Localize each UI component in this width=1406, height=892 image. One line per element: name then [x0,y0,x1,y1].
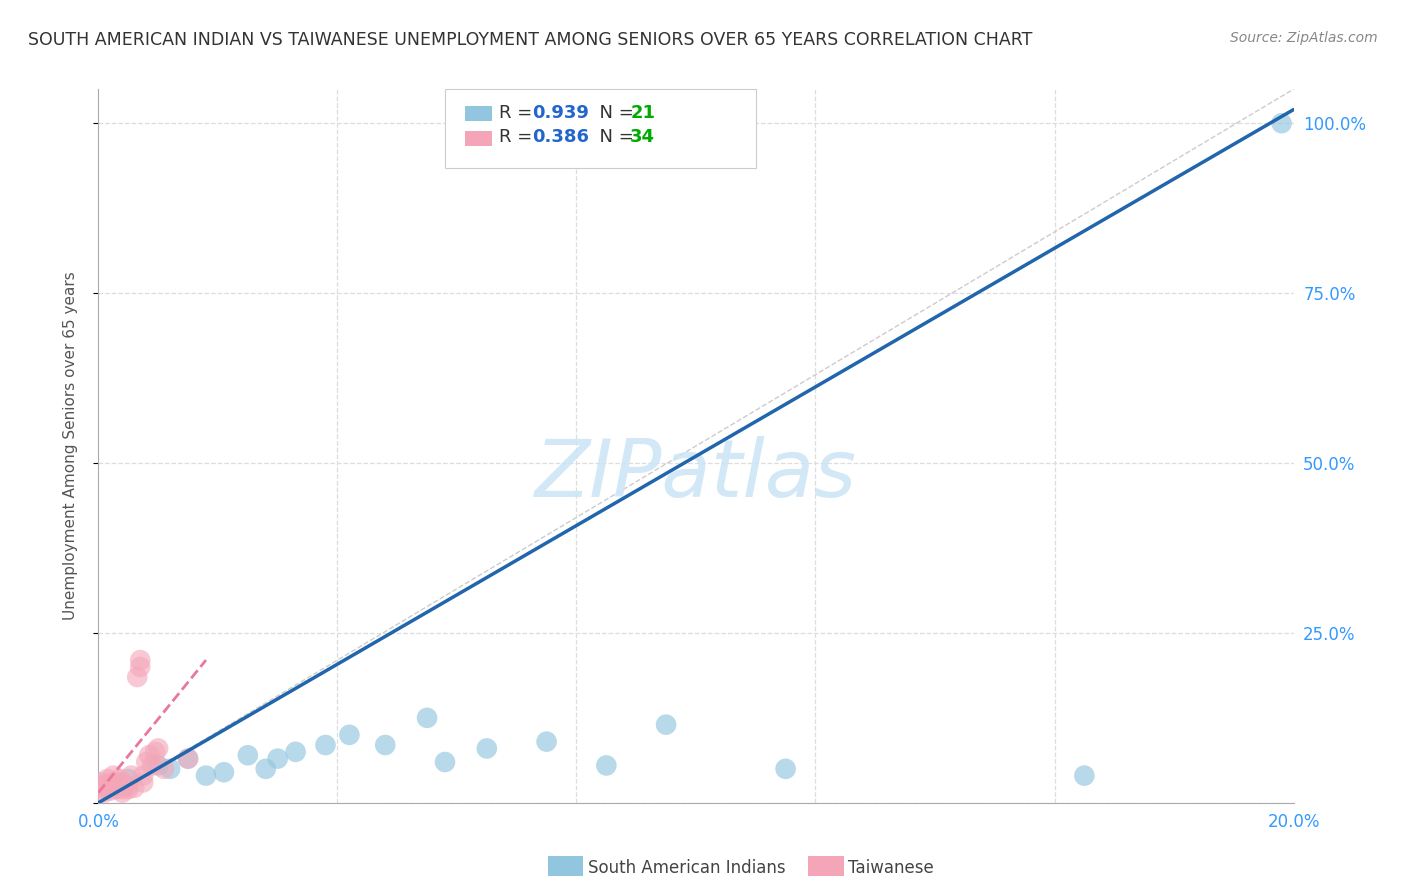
Point [1271,116,1294,130]
Point [132,769,155,783]
Point [132,775,155,789]
Point [284,745,307,759]
FancyBboxPatch shape [465,105,492,121]
Point [127,670,149,684]
Point [195,769,218,783]
Point [236,748,259,763]
Point [129,660,152,674]
Text: 34: 34 [630,128,655,146]
Point [374,738,396,752]
Point [117,772,139,786]
Point [339,728,360,742]
Point [105,779,128,793]
Point [114,779,136,793]
Point [148,758,170,772]
Point [100,783,122,797]
Point [93,780,115,795]
Point [148,741,170,756]
Point [475,741,498,756]
Point [177,751,200,765]
Point [111,786,134,800]
Point [124,780,146,795]
Point [655,717,678,731]
Point [117,779,139,793]
Point [117,782,139,797]
Point [159,762,181,776]
Text: 0.386: 0.386 [533,128,589,146]
Point [93,786,115,800]
Text: N =: N = [588,128,640,146]
Point [120,769,142,783]
Point [775,762,797,776]
Point [111,782,134,797]
Point [1073,769,1095,783]
Point [135,755,157,769]
Text: South American Indians: South American Indians [588,859,786,877]
Text: Source: ZipAtlas.com: Source: ZipAtlas.com [1230,31,1378,45]
Point [129,653,152,667]
Point [416,711,439,725]
Point [100,780,122,794]
Point [536,734,558,748]
Text: Taiwanese: Taiwanese [848,859,934,877]
Point [103,775,125,789]
Text: 0.939: 0.939 [533,103,589,121]
Point [153,762,176,776]
Point [141,758,163,772]
Point [90,779,112,793]
Point [254,762,277,776]
Point [138,748,160,763]
Point [108,775,131,789]
Point [314,738,337,752]
Point [212,765,235,780]
Point [90,782,112,797]
Point [90,775,112,789]
Point [96,772,118,786]
Point [143,745,166,759]
Point [433,755,456,769]
Text: SOUTH AMERICAN INDIAN VS TAIWANESE UNEMPLOYMENT AMONG SENIORS OVER 65 YEARS CORR: SOUTH AMERICAN INDIAN VS TAIWANESE UNEMP… [28,31,1032,49]
Point [595,758,617,772]
Point [103,769,125,783]
Point [108,772,131,786]
Y-axis label: Unemployment Among Seniors over 65 years: Unemployment Among Seniors over 65 years [63,272,77,620]
Text: R =: R = [499,103,537,121]
Point [96,777,118,791]
Point [177,751,200,765]
Point [105,782,128,797]
Text: ZIPatlas: ZIPatlas [534,435,858,514]
FancyBboxPatch shape [465,130,492,146]
Text: N =: N = [588,103,640,121]
Text: R =: R = [499,128,537,146]
FancyBboxPatch shape [444,89,756,168]
Point [267,751,290,765]
Text: 21: 21 [630,103,655,121]
